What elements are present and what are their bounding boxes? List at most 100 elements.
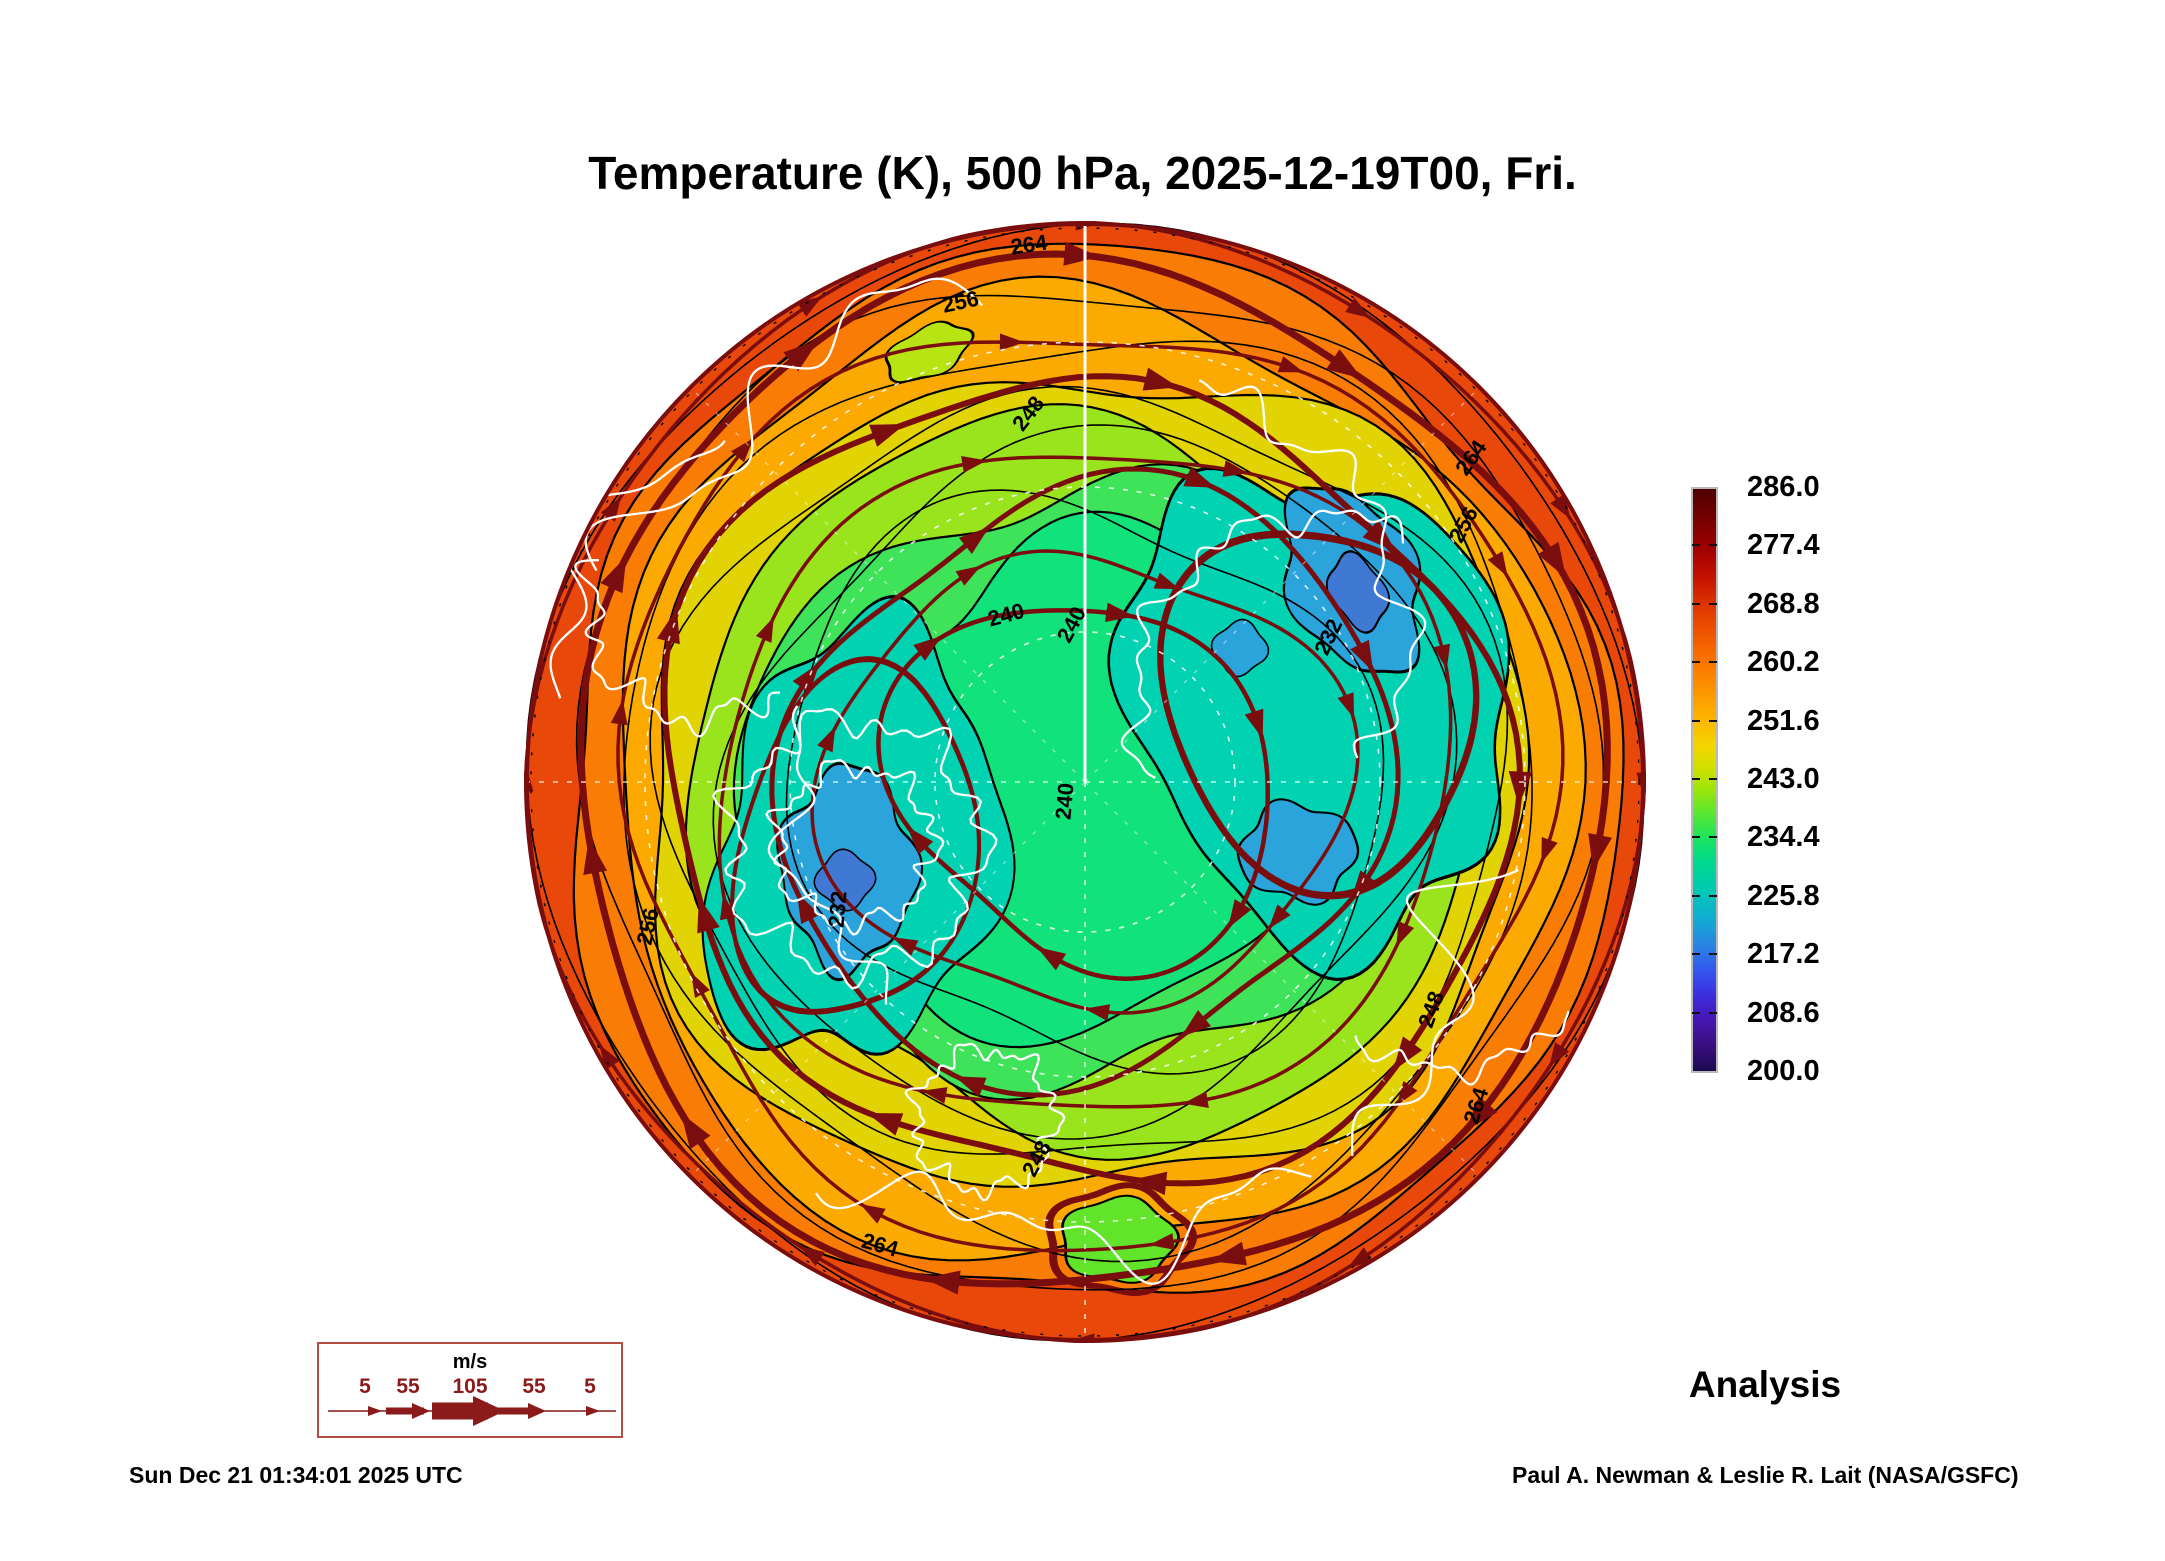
- wind-arrowhead: [1268, 904, 1291, 929]
- wind-scale-tick-label: 105: [452, 1375, 487, 1398]
- coastline: [1198, 379, 1427, 759]
- map-rim: [530, 227, 1640, 1337]
- wind-arrowhead: [1131, 1171, 1168, 1196]
- coastline: [574, 558, 781, 738]
- wind-arrowhead: [1149, 1233, 1175, 1250]
- wind-arrowhead: [954, 1076, 987, 1098]
- wind-arrowhead: [680, 1113, 711, 1150]
- credit-text: Paul A. Newman & Leslie R. Lait (NASA/GS…: [1512, 1462, 2019, 1488]
- wind-arrowhead: [799, 1245, 825, 1267]
- wind-arrowhead: [1537, 541, 1567, 579]
- wind-streamline: [616, 340, 1565, 1253]
- creation-timestamp: Sun Dec 21 01:34:01 2025 UTC: [129, 1462, 463, 1488]
- wind-scale-tick-label: 5: [584, 1375, 596, 1398]
- wind-scale-arrowhead: [412, 1403, 430, 1419]
- wind-arrowhead: [796, 892, 820, 925]
- wind-arrowhead: [1222, 460, 1249, 477]
- wind-arrowhead: [783, 340, 819, 372]
- wind-arrowhead: [610, 699, 628, 726]
- temp-fill-band: [813, 848, 877, 912]
- coastline: [712, 708, 998, 990]
- coastline: [815, 1167, 1312, 1285]
- wind-streamline: [876, 608, 1270, 981]
- wind-scale-arrowhead: [473, 1396, 505, 1426]
- wind-arrowhead: [913, 635, 942, 661]
- wind-arrowhead: [869, 424, 906, 447]
- contour-label: 232: [823, 890, 851, 929]
- wind-arrowhead: [961, 456, 987, 473]
- wind-arrowhead: [1142, 367, 1179, 391]
- wind-arrowhead: [1337, 692, 1355, 719]
- wind-arrowhead: [755, 617, 774, 643]
- wind-arrowhead: [924, 1270, 961, 1295]
- wind-arrowhead: [907, 826, 934, 855]
- coastline: [1120, 509, 1405, 779]
- wind-arrowhead: [892, 937, 919, 956]
- wind-streamline: [661, 373, 1523, 1187]
- wind-arrowhead: [1326, 349, 1363, 379]
- wind-arrowhead: [1036, 947, 1067, 971]
- wind-scale-tick-label: 55: [396, 1375, 420, 1398]
- temp-fill-band: [1210, 618, 1270, 678]
- wind-arrowhead: [1362, 519, 1396, 552]
- wind-arrowhead: [697, 897, 720, 934]
- wind-streamline: [810, 549, 1360, 1015]
- wind-arrowhead: [1350, 639, 1374, 672]
- wind-scale-arrowhead: [528, 1403, 546, 1419]
- wind-streamline: [1157, 530, 1480, 900]
- wind-arrowhead: [1210, 1241, 1247, 1266]
- wind-arrowhead: [867, 1113, 904, 1136]
- wind-arrowhead: [1180, 1010, 1212, 1037]
- temp-fill-band: [1061, 1194, 1180, 1284]
- wind-scale-legend: m/s5 55 105 55 5: [317, 1342, 623, 1438]
- wind-scale-shaft: [494, 1407, 532, 1415]
- temp-fill-band: [884, 320, 975, 384]
- wind-arrowhead: [1465, 1096, 1498, 1132]
- wind-arrowhead: [657, 608, 680, 645]
- wind-arrowhead: [1183, 466, 1216, 488]
- coastline: [904, 1042, 1066, 1202]
- coastline: [765, 759, 945, 936]
- wind-arrowhead: [1244, 708, 1264, 739]
- wind-streamline: [769, 466, 1401, 1098]
- contour-label: 264: [1009, 230, 1050, 260]
- wind-arrowhead: [860, 1204, 886, 1224]
- wind-arrowhead: [1183, 1091, 1209, 1108]
- wind-arrowhead: [1153, 572, 1180, 590]
- wind-arrowhead: [1588, 833, 1612, 870]
- wind-arrowhead: [1345, 297, 1371, 319]
- temp-contour: [712, 424, 1458, 1140]
- wind-arrowhead: [600, 496, 622, 522]
- graticule-line: [934, 631, 1236, 933]
- wind-streamline: [729, 656, 982, 1015]
- wind-arrowhead: [1487, 551, 1508, 577]
- wind-arrowhead: [1396, 1081, 1418, 1106]
- wind-arrowhead: [955, 565, 982, 586]
- contour-label: 240: [1050, 782, 1078, 821]
- wind-arrowhead: [1433, 643, 1450, 670]
- wind-arrowhead: [600, 556, 627, 594]
- wind-arrowhead: [999, 333, 1025, 351]
- wind-arrowhead: [1063, 241, 1100, 266]
- wind-scale-tick-label: 5: [359, 1375, 371, 1398]
- page-title: Temperature (K), 500 hPa, 2025-12-19T00,…: [588, 147, 1577, 199]
- wind-arrowhead: [583, 838, 608, 875]
- wind-scale-units: m/s: [453, 1351, 487, 1373]
- wind-arrowhead: [1277, 356, 1304, 373]
- wind-arrowhead: [1508, 771, 1533, 806]
- wind-arrowhead: [792, 663, 820, 694]
- coastline: [1354, 1010, 1570, 1086]
- wind-arrowhead: [1392, 1036, 1423, 1072]
- wind-arrowhead: [1105, 602, 1135, 622]
- map-rim: [525, 222, 1645, 1342]
- wind-arrowhead: [1541, 837, 1558, 864]
- wind-arrowhead: [1396, 921, 1415, 947]
- wind-scale-arrowhead: [586, 1406, 600, 1416]
- wind-arrowhead: [958, 527, 990, 554]
- wind-scale-tick-label: 55: [522, 1375, 546, 1398]
- wind-arrowhead: [921, 1087, 948, 1104]
- analysis-label: Analysis: [1688, 1364, 1842, 1405]
